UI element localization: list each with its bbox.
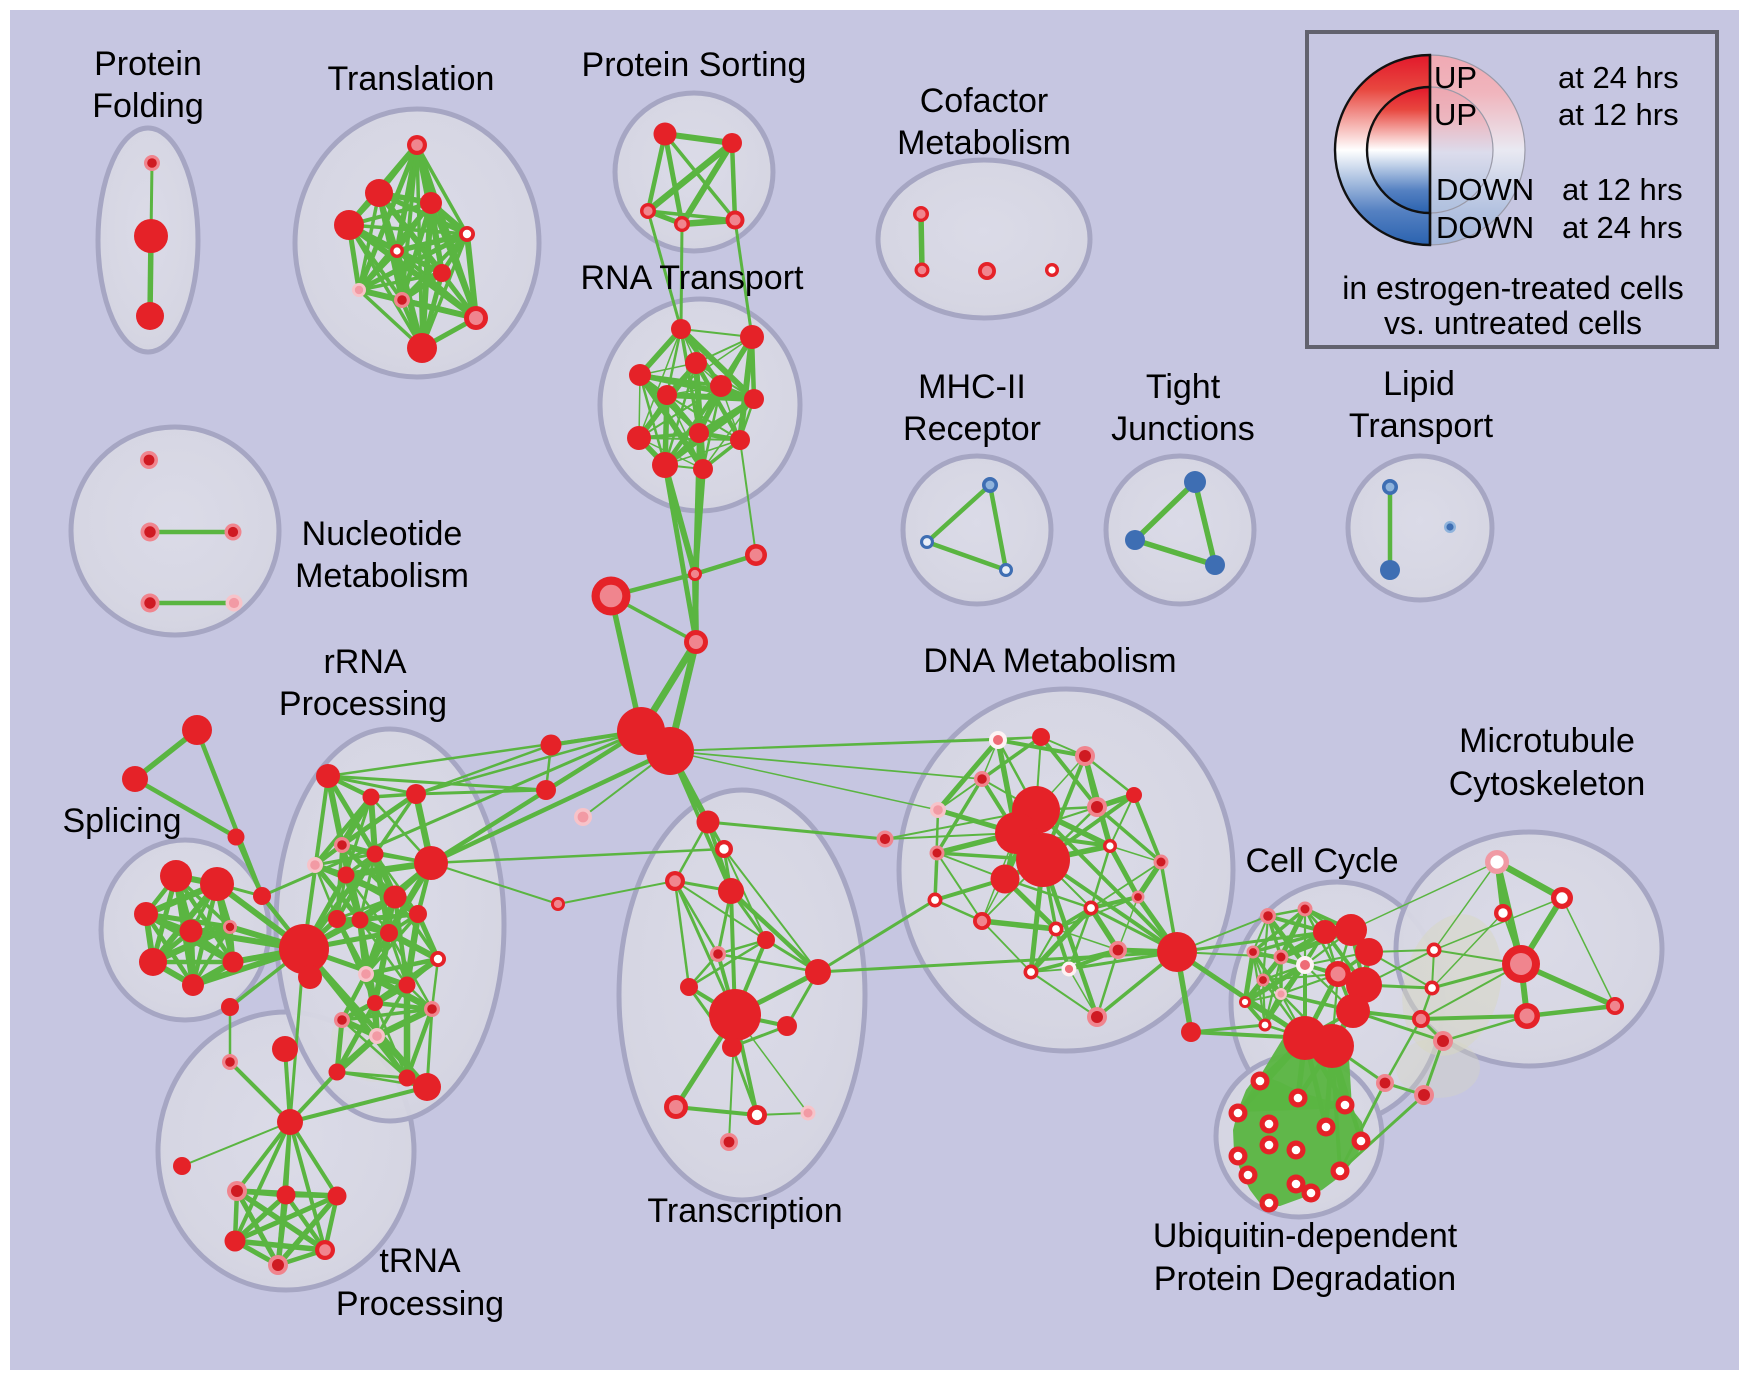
svg-text:Microtubule: Microtubule: [1459, 722, 1635, 760]
svg-text:vs. untreated cells: vs. untreated cells: [1384, 305, 1642, 341]
svg-text:Protein Sorting: Protein Sorting: [582, 46, 807, 84]
svg-text:Transport: Transport: [1349, 407, 1494, 445]
svg-text:Metabolism: Metabolism: [295, 557, 469, 595]
svg-text:Translation: Translation: [328, 60, 495, 98]
svg-text:Cofactor: Cofactor: [920, 82, 1049, 120]
svg-text:Nucleotide: Nucleotide: [302, 515, 463, 553]
svg-text:Processing: Processing: [279, 685, 447, 723]
svg-text:Junctions: Junctions: [1111, 410, 1255, 448]
svg-text:DNA Metabolism: DNA Metabolism: [923, 642, 1176, 680]
svg-text:Protein Degradation: Protein Degradation: [1154, 1260, 1456, 1298]
svg-text:at 12 hrs: at 12 hrs: [1558, 97, 1679, 132]
svg-text:in estrogen-treated cells: in estrogen-treated cells: [1342, 270, 1684, 306]
svg-text:Folding: Folding: [92, 87, 204, 125]
svg-text:UP: UP: [1434, 97, 1477, 132]
svg-text:Metabolism: Metabolism: [897, 124, 1071, 162]
svg-text:at 12 hrs: at 12 hrs: [1562, 172, 1683, 207]
svg-text:Splicing: Splicing: [62, 802, 181, 840]
svg-text:MHC-II: MHC-II: [918, 368, 1026, 406]
svg-text:Tight: Tight: [1146, 368, 1221, 406]
svg-text:tRNA: tRNA: [379, 1242, 461, 1280]
svg-text:DOWN: DOWN: [1436, 210, 1534, 245]
svg-text:DOWN: DOWN: [1436, 172, 1534, 207]
svg-text:RNA Transport: RNA Transport: [581, 259, 805, 297]
svg-text:UP: UP: [1434, 60, 1477, 95]
svg-text:Cell Cycle: Cell Cycle: [1245, 842, 1398, 880]
svg-text:Protein: Protein: [94, 45, 202, 83]
svg-text:Cytoskeleton: Cytoskeleton: [1449, 765, 1646, 803]
svg-text:Transcription: Transcription: [647, 1192, 842, 1230]
svg-text:at 24 hrs: at 24 hrs: [1562, 210, 1683, 245]
svg-text:Receptor: Receptor: [903, 410, 1041, 448]
svg-text:rRNA: rRNA: [323, 643, 406, 681]
svg-text:Processing: Processing: [336, 1285, 504, 1323]
svg-text:Lipid: Lipid: [1383, 365, 1455, 403]
svg-text:at 24 hrs: at 24 hrs: [1558, 60, 1679, 95]
svg-text:Ubiquitin-dependent: Ubiquitin-dependent: [1153, 1217, 1458, 1255]
